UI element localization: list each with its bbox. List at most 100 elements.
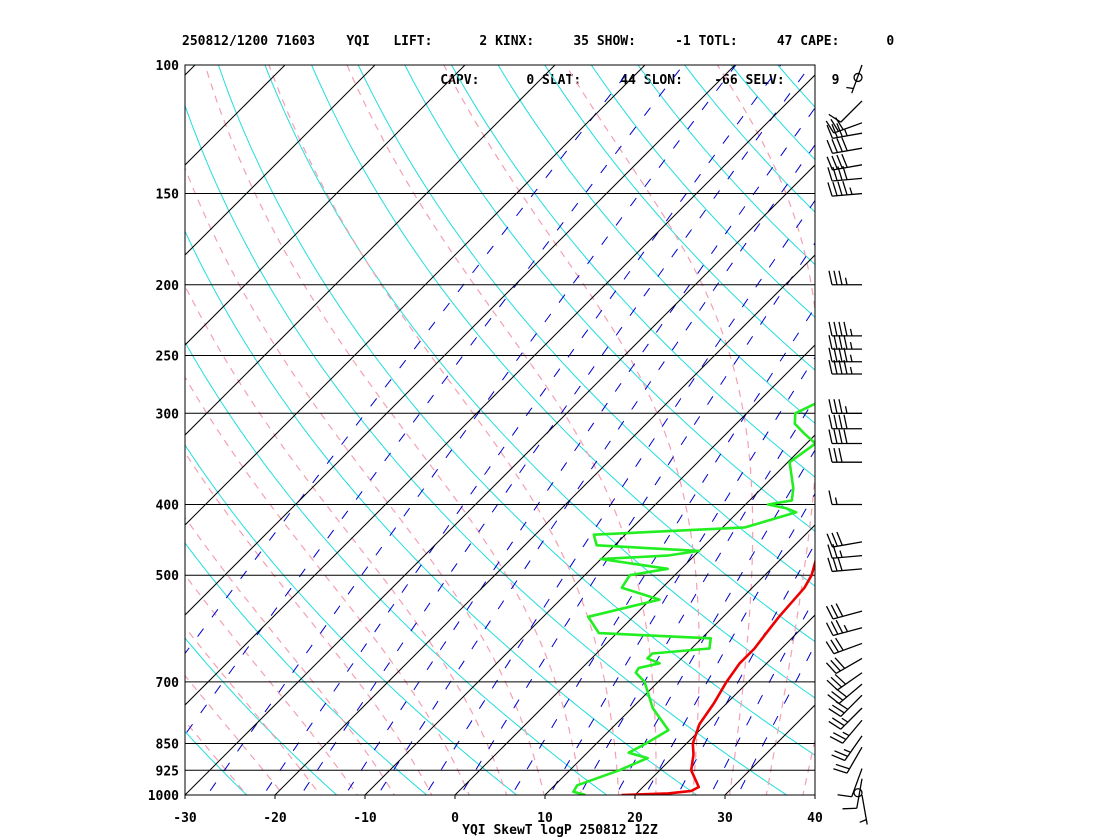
wind-barb <box>853 788 863 798</box>
pressure-tick-label: 925 <box>156 764 179 779</box>
temperature-profile-line <box>621 558 815 795</box>
mixing-ratio-line <box>579 397 815 795</box>
temperature-tick-label: 0 <box>451 811 459 826</box>
barb-full-feather <box>836 123 843 137</box>
isotherm-line <box>185 74 815 706</box>
barb-full-feather <box>841 153 848 168</box>
isotherm-line <box>185 65 466 346</box>
barb-full-feather <box>838 321 843 337</box>
temperature-tick-label: 20 <box>627 811 643 826</box>
barb-full-feather <box>830 118 840 132</box>
barb-full-feather <box>843 429 848 444</box>
barb-half-feather <box>839 550 843 558</box>
dry-adiabat-line <box>185 341 608 795</box>
barb-full-feather <box>831 754 846 762</box>
wind-barb <box>828 694 863 717</box>
dry-adiabat-line <box>856 49 1120 811</box>
pressure-tick-label: 200 <box>156 279 180 294</box>
barb-half-feather <box>843 128 848 137</box>
barb-half-feather <box>843 748 851 753</box>
isotherm-line <box>274 254 815 795</box>
barb-full-feather <box>832 181 838 196</box>
barb-full-feather <box>825 622 834 636</box>
mixing-ratio-line <box>206 65 737 795</box>
barb-full-feather <box>825 662 837 674</box>
barb-full-feather <box>833 321 838 337</box>
pressure-tick-label: 250 <box>156 349 180 364</box>
pressure-tick-label: 700 <box>156 676 180 691</box>
barb-staff <box>851 768 863 797</box>
barb-full-feather <box>835 619 844 634</box>
temperature-tick-label: -30 <box>173 811 197 826</box>
barb-full-feather <box>828 270 833 285</box>
barb-full-feather <box>838 414 843 429</box>
barb-half-feather <box>844 406 848 414</box>
wind-barb <box>859 794 868 825</box>
wind-barb <box>828 321 862 337</box>
wind-barb <box>831 735 863 762</box>
dry-adiabat-line <box>450 65 815 478</box>
barb-full-feather <box>828 414 833 429</box>
barb-staff <box>856 778 863 809</box>
barb-full-feather <box>838 270 843 285</box>
moist-adiabat-line <box>185 451 433 795</box>
barb-full-feather <box>825 605 834 620</box>
dry-adiabat-line <box>637 65 815 266</box>
stability-indices-header: 250812/1200 71603 YQI LIFT: 2 KINX: 35 S… <box>182 9 894 113</box>
barb-full-feather <box>831 155 838 170</box>
dry-adiabat-line <box>902 49 1120 811</box>
barb-staff <box>861 794 868 825</box>
pressure-axis-labels: 100 150 200 250 300 400 500 700 850 925 1000 <box>148 59 179 804</box>
calm-wind-circle <box>853 788 863 798</box>
mixing-ratio-line <box>737 644 815 795</box>
temperature-axis-labels: -30 -20 -10 0 10 20 30 40 <box>173 795 823 826</box>
mixing-ratio-line <box>644 492 815 795</box>
barb-staff <box>840 707 863 730</box>
barb-full-feather <box>837 794 852 798</box>
barb-full-feather <box>826 124 834 139</box>
dry-adiabat-line <box>948 49 1120 811</box>
dry-adiabat-line <box>1040 49 1120 811</box>
mixing-ratio-line <box>511 306 815 795</box>
wind-barb <box>829 719 863 744</box>
barb-half-feather <box>849 328 853 337</box>
barb-full-feather <box>834 657 846 669</box>
moist-adiabat-line <box>185 573 358 795</box>
isotherm-line <box>634 614 815 795</box>
barb-full-feather <box>827 182 833 197</box>
barb-full-feather <box>828 720 842 730</box>
barb-full-feather <box>835 701 849 710</box>
barb-full-feather <box>837 181 843 196</box>
barb-full-feather <box>837 166 843 181</box>
plot-frame <box>184 64 816 796</box>
chart-title: YQI SkewT logP 250812 12Z <box>462 823 658 838</box>
wind-barb <box>826 137 863 155</box>
header-line-1: 250812/1200 71603 YQI LIFT: 2 KINX: 35 S… <box>182 34 895 49</box>
dry-adiabat-line <box>0 49 172 811</box>
dry-adiabat-line <box>1086 49 1120 811</box>
mixing-ratio-line <box>377 144 815 795</box>
barb-full-feather <box>835 637 844 651</box>
pressure-tick-label: 850 <box>156 737 180 752</box>
wind-barb <box>846 64 863 94</box>
dry-adiabat-line <box>590 65 815 318</box>
barb-full-feather <box>831 532 838 547</box>
barb-full-feather <box>835 117 844 130</box>
moist-adiabat-line <box>716 65 815 795</box>
barb-half-feather <box>842 731 850 737</box>
barb-full-feather <box>826 533 834 548</box>
barb-full-feather <box>831 124 838 138</box>
dry-adiabat-line <box>217 65 815 756</box>
barb-full-feather <box>841 137 848 152</box>
barb-full-feather <box>832 166 838 181</box>
barb-full-feather <box>828 359 833 375</box>
moist-adiabat-line <box>185 720 248 795</box>
wind-barb <box>828 399 862 414</box>
dry-adiabat-line <box>730 65 815 161</box>
mixing-ratio-line <box>459 242 815 795</box>
barb-full-feather <box>838 429 843 444</box>
barb-full-feather <box>828 347 833 362</box>
barb-full-feather <box>830 621 839 635</box>
barb-half-feather <box>844 277 848 285</box>
